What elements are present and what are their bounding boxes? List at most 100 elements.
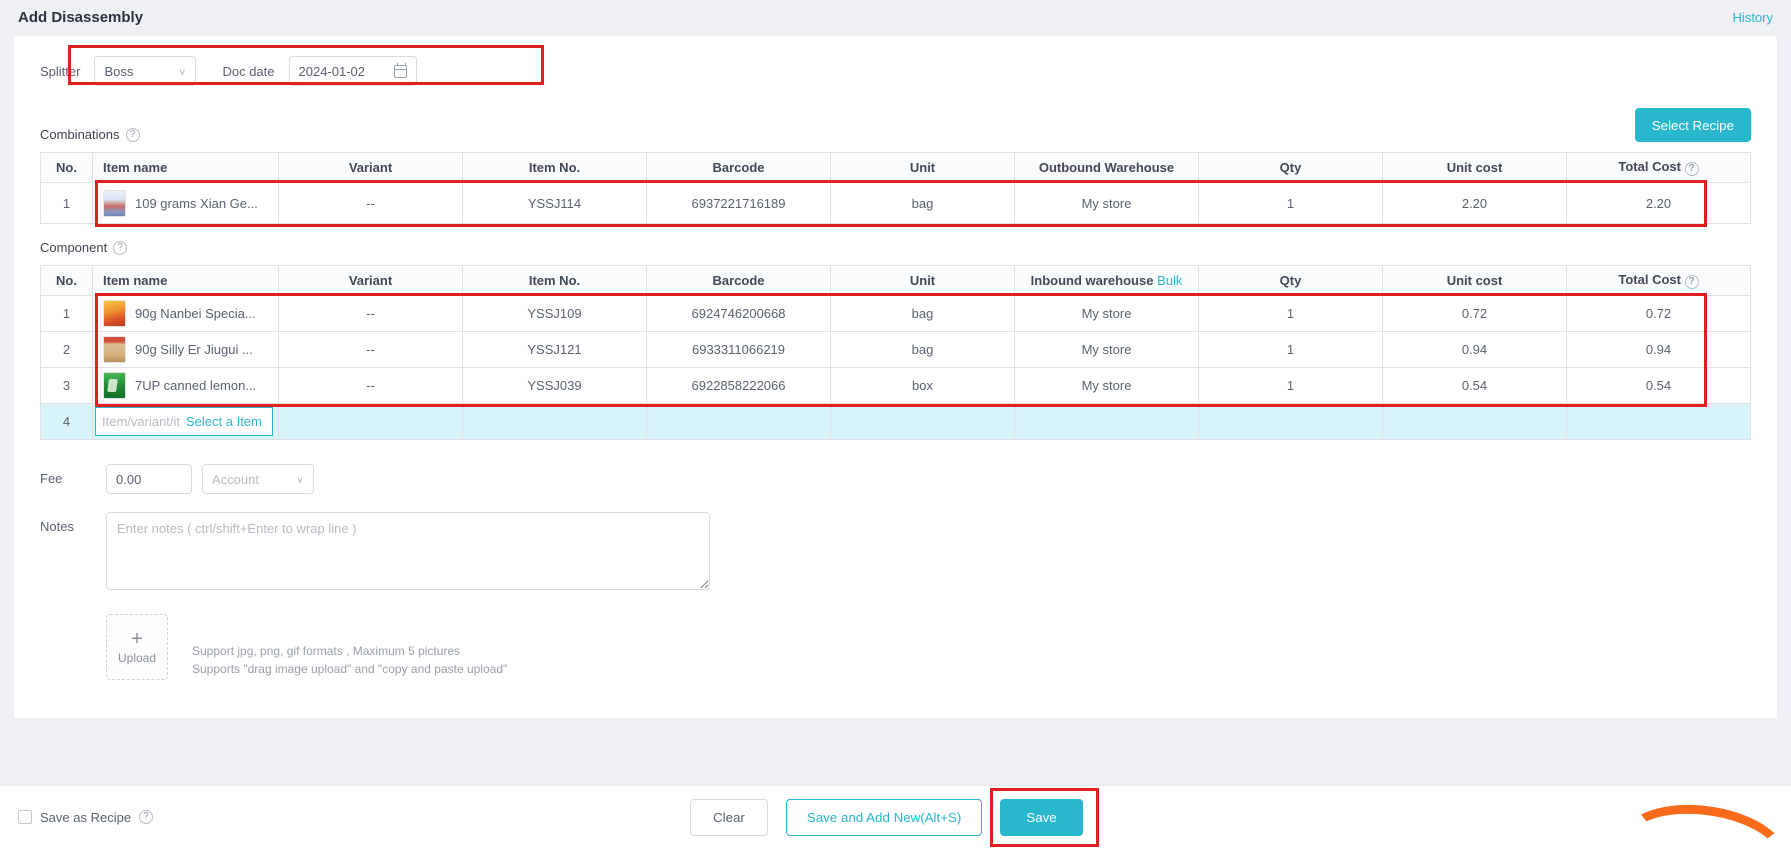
component-title: Component [40, 240, 108, 255]
help-icon[interactable]: ? [1684, 162, 1699, 176]
doc-date-label: Doc date [222, 63, 275, 79]
col-inbound-warehouse: Inbound warehouse Bulk [1014, 265, 1199, 296]
table-row[interactable]: 2 90g Silly Er Jiugui ... -- YSSJ121 693… [40, 331, 1751, 368]
combinations-section-head: Combinations ? Select Recipe [40, 108, 1751, 142]
combinations-header-row: No. Item name Variant Item No. Barcode U… [40, 152, 1751, 183]
col-barcode: Barcode [646, 265, 831, 296]
combinations-table-wrap: No. Item name Variant Item No. Barcode U… [40, 152, 1751, 227]
cell-total-cost: 0.94 [1566, 331, 1751, 368]
upload-button[interactable]: + Upload [106, 614, 168, 680]
col-item-no: Item No. [462, 152, 647, 183]
notes-label: Notes [40, 519, 74, 534]
col-no: No. [40, 265, 93, 296]
col-variant: Variant [278, 265, 463, 296]
cell-item-no: YSSJ114 [462, 182, 647, 224]
col-total-cost: Total Cost ? [1566, 265, 1751, 296]
help-icon[interactable]: ? [125, 127, 140, 142]
new-component-row: 4 Select a Item [40, 403, 1751, 440]
splitter-select[interactable]: Boss ∨ [94, 56, 197, 86]
help-icon[interactable]: ? [1684, 275, 1699, 289]
col-qty: Qty [1198, 265, 1383, 296]
save-as-recipe: Save as Recipe ? [18, 810, 154, 825]
calendar-icon [393, 62, 407, 78]
cell-item-no: YSSJ039 [462, 367, 647, 404]
cell-unit-cost[interactable]: 2.20 [1382, 182, 1567, 224]
page-title: Add Disassembly [18, 8, 144, 26]
save-and-add-new-button[interactable]: Save and Add New(Alt+S) [785, 798, 983, 836]
upload-row: + Upload Support jpg, png, gif formats ,… [106, 614, 1751, 680]
help-icon[interactable]: ? [113, 240, 128, 255]
cell-item-name: 90g Silly Er Jiugui ... [92, 331, 279, 368]
select-item-link[interactable]: Select a Item [186, 414, 262, 429]
combinations-title: Combinations [40, 127, 120, 142]
item-search-input[interactable] [102, 414, 186, 429]
cell-unit-cost[interactable]: 0.94 [1382, 331, 1567, 368]
table-row[interactable]: 1 109 grams Xian Ge... -- YSSJ114 693722… [40, 182, 1751, 224]
col-item-name: Item name [92, 265, 279, 296]
upload-hints: Support jpg, png, gif formats , Maximum … [192, 642, 507, 680]
cell-item-no: YSSJ121 [462, 331, 647, 368]
select-recipe-button[interactable]: Select Recipe [1634, 108, 1751, 142]
component-table-wrap: No. Item name Variant Item No. Barcode U… [40, 265, 1751, 440]
cell-no: 2 [40, 331, 93, 368]
clear-button[interactable]: Clear [690, 798, 768, 836]
cell-variant: -- [278, 182, 463, 224]
main-form-card: Splitter Boss ∨ Doc date 2024-01-02 Comb… [14, 36, 1777, 718]
chevron-down-icon: ∨ [178, 66, 187, 77]
cell-variant: -- [278, 367, 463, 404]
col-barcode: Barcode [646, 152, 831, 183]
cell-warehouse: My store [1014, 182, 1199, 224]
col-unit-cost: Unit cost [1382, 152, 1567, 183]
cell-barcode: 6924746200668 [646, 295, 831, 332]
col-item-name: Item name [92, 152, 279, 183]
cell-no: 3 [40, 367, 93, 404]
cell-variant: -- [278, 295, 463, 332]
bulk-link[interactable]: Bulk [1157, 273, 1183, 288]
chevron-down-icon: ∨ [295, 474, 304, 485]
cell-unit-cost[interactable]: 0.54 [1382, 367, 1567, 404]
cell-qty[interactable]: 1 [1198, 295, 1383, 332]
cell-total-cost: 0.72 [1566, 295, 1751, 332]
fee-input-wrap [106, 464, 192, 494]
cell-barcode: 6922858222066 [646, 367, 831, 404]
product-thumbnail [103, 189, 126, 217]
account-select[interactable]: Account ∨ [202, 464, 314, 494]
history-link[interactable]: History [1732, 9, 1773, 25]
cell-total-cost: 2.20 [1566, 182, 1751, 224]
fee-row: Fee Account ∨ [40, 464, 1751, 494]
cell-qty[interactable]: 1 [1198, 367, 1383, 404]
cell-qty[interactable]: 1 [1198, 331, 1383, 368]
table-row[interactable]: 1 90g Nanbei Specia... -- YSSJ109 692474… [40, 295, 1751, 332]
notes-row: Notes [40, 512, 1751, 590]
cell-total-cost: 0.54 [1566, 367, 1751, 404]
fee-input[interactable] [116, 471, 182, 487]
cell-warehouse: My store [1014, 295, 1199, 332]
upload-hint-drag: Supports "drag image upload" and "copy a… [192, 662, 508, 676]
cell-no: 1 [40, 295, 93, 332]
notes-textarea[interactable] [106, 512, 710, 590]
help-icon[interactable]: ? [139, 810, 154, 824]
component-section-head: Component ? [40, 240, 1751, 255]
cell-qty[interactable]: 1 [1198, 182, 1383, 224]
cell-unit: box [830, 367, 1015, 404]
cell-barcode: 6937221716189 [646, 182, 831, 224]
cell-barcode: 6933311066219 [646, 331, 831, 368]
component-header-row: No. Item name Variant Item No. Barcode U… [40, 265, 1751, 296]
save-button[interactable]: Save [1000, 798, 1083, 836]
cell-variant: -- [278, 331, 463, 368]
item-search-box[interactable]: Select a Item [95, 407, 273, 436]
col-item-no: Item No. [462, 265, 647, 296]
col-qty: Qty [1198, 152, 1383, 183]
cell-unit-cost[interactable]: 0.72 [1382, 295, 1567, 332]
save-as-recipe-checkbox[interactable] [18, 810, 32, 824]
product-thumbnail [103, 372, 126, 399]
header-form-row: Splitter Boss ∨ Doc date 2024-01-02 [40, 45, 1751, 92]
upload-label: Upload [117, 650, 157, 665]
col-unit: Unit [830, 265, 1015, 296]
doc-date-picker[interactable]: 2024-01-02 [288, 56, 417, 86]
col-unit: Unit [830, 152, 1015, 183]
account-placeholder: Account [212, 471, 259, 487]
cell-unit: bag [830, 295, 1015, 332]
product-thumbnail [103, 336, 126, 363]
table-row[interactable]: 3 7UP canned lemon... -- YSSJ039 6922858… [40, 367, 1751, 404]
